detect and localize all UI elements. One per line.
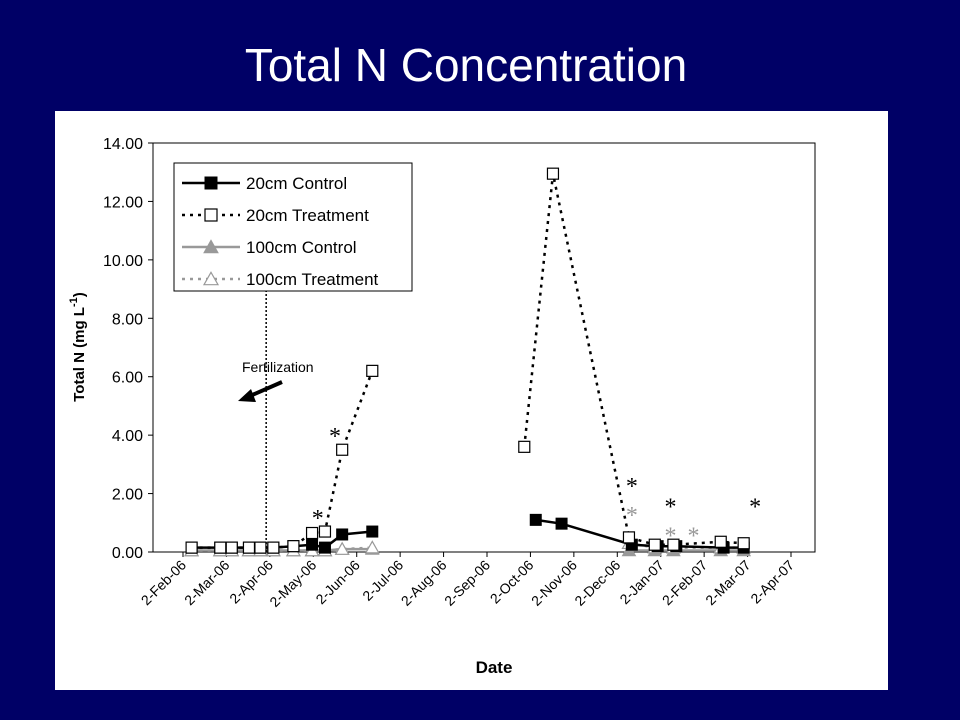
significance-asterisk: * <box>749 494 761 520</box>
y-tick-label: 0.00 <box>112 545 143 562</box>
fertilization-label: Fertilization <box>242 359 314 375</box>
legend-entry: 100cm Control <box>182 238 357 257</box>
significance-asterisk: * <box>687 524 699 550</box>
data-point <box>318 525 332 538</box>
y-tick-label: 14.00 <box>103 136 143 153</box>
slide-title: Total N Concentration <box>244 39 688 91</box>
data-point <box>318 541 331 554</box>
significance-asterisk: * <box>665 524 677 550</box>
data-point <box>242 541 256 554</box>
data-point <box>546 167 560 180</box>
y-tick-label: 8.00 <box>112 311 143 328</box>
data-point <box>334 541 350 555</box>
y-tick-label: 4.00 <box>112 428 143 445</box>
legend: 20cm Control 20cm Treatment 100cm Control 1… <box>173 162 413 292</box>
legend-entry: 20cm Treatment <box>182 206 369 225</box>
data-point <box>305 526 319 540</box>
data-point <box>518 440 531 453</box>
y-tick-label: 6.00 <box>112 370 143 387</box>
data-point <box>202 271 220 286</box>
significance-asterisk: * <box>312 506 324 532</box>
data-point <box>204 208 218 222</box>
y-axis: 0.00 2.00 4.00 6.00 8.00 10.00 12.00 14.00 <box>103 136 153 562</box>
data-point <box>214 541 227 554</box>
data-point <box>336 528 349 541</box>
data-point <box>529 513 542 526</box>
y-axis-label: Total N (mg L-1) <box>68 292 88 402</box>
plot-frame <box>152 142 816 553</box>
data-point <box>306 538 319 551</box>
legend-entry: 100cm Treatment <box>182 270 379 289</box>
data-point <box>622 531 636 544</box>
significance-asterisk: * <box>665 494 677 520</box>
legend-label: 20cm Control <box>246 174 347 193</box>
series-20cm-treatment <box>185 167 750 554</box>
fertilization-arrow-head <box>238 389 256 402</box>
data-point <box>366 364 379 377</box>
legend-entry: 20cm Control <box>182 174 347 193</box>
data-point <box>714 535 727 548</box>
data-point <box>648 538 661 551</box>
legend-label: 100cm Treatment <box>246 270 379 289</box>
data-point <box>225 541 238 554</box>
legend-label: 20cm Treatment <box>246 206 369 225</box>
legend-label: 100cm Control <box>246 238 357 257</box>
significance-asterisk: * <box>626 503 638 529</box>
data-point <box>204 176 218 190</box>
x-axis-label: Date <box>476 658 513 677</box>
data-point <box>267 541 280 554</box>
annotation-layer: Fertilization * * * * * * * * <box>238 282 761 552</box>
data-point <box>364 540 380 554</box>
data-point <box>336 443 349 456</box>
data-point <box>366 525 379 538</box>
data-point <box>254 541 267 554</box>
data-point <box>203 239 219 254</box>
data-point <box>287 540 300 553</box>
data-point <box>555 517 568 530</box>
data-point <box>667 538 680 551</box>
data-point <box>185 541 198 554</box>
y-tick-label: 10.00 <box>103 253 143 270</box>
y-tick-label: 2.00 <box>112 487 143 504</box>
data-point <box>737 537 750 550</box>
series-layer <box>184 167 752 557</box>
significance-asterisk: * <box>329 424 341 450</box>
y-tick-label: 12.00 <box>103 194 143 211</box>
fertilization-arrow-shaft <box>249 380 283 398</box>
significance-asterisk: * <box>626 474 638 500</box>
